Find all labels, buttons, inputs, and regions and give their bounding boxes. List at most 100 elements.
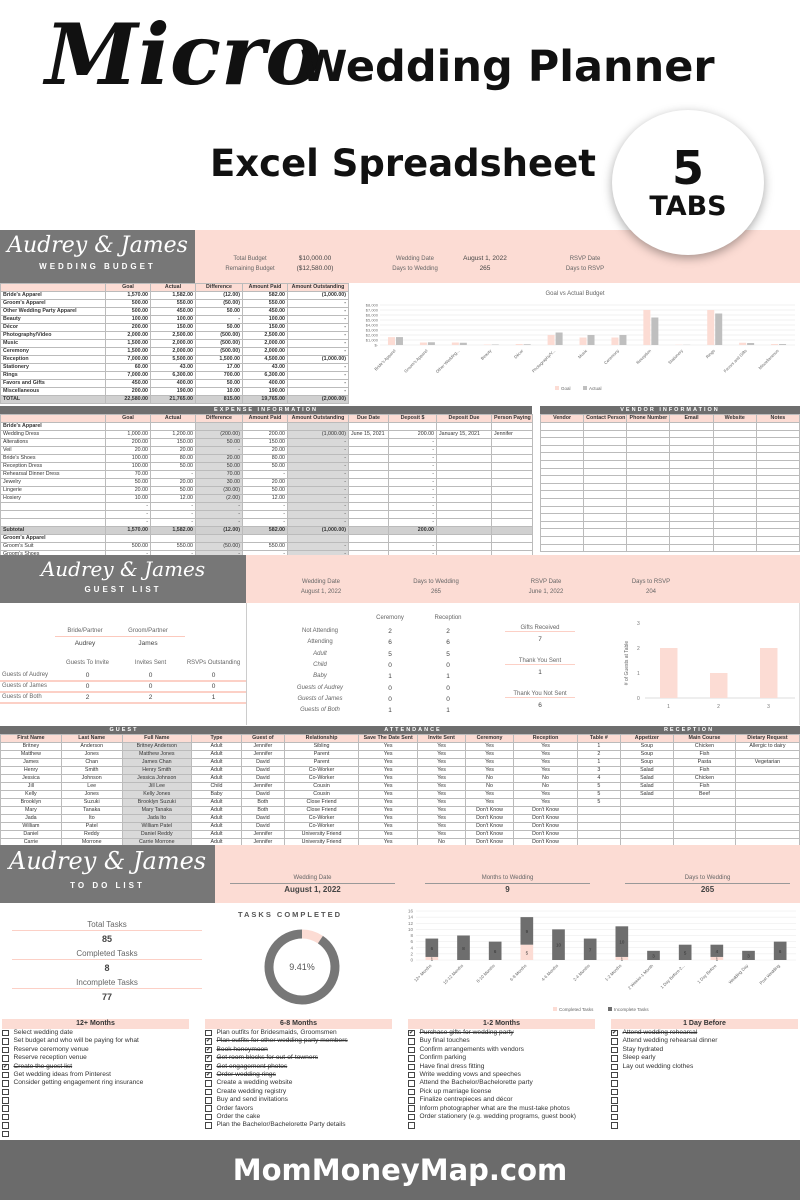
cell[interactable] xyxy=(755,422,800,431)
cell[interactable] xyxy=(669,505,714,515)
cell[interactable] xyxy=(583,543,628,553)
cell[interactable] xyxy=(712,482,757,492)
checkbox[interactable] xyxy=(408,1080,415,1087)
checkbox[interactable] xyxy=(2,1071,9,1079)
cell[interactable] xyxy=(712,437,757,446)
cell[interactable] xyxy=(669,475,714,484)
cell[interactable] xyxy=(626,422,671,431)
cell[interactable] xyxy=(539,437,585,446)
checkbox[interactable] xyxy=(408,1071,415,1079)
cell[interactable] xyxy=(755,543,800,553)
column-header[interactable]: Reception xyxy=(513,734,579,743)
cell[interactable] xyxy=(755,475,800,484)
cell[interactable] xyxy=(583,520,628,530)
cell[interactable] xyxy=(539,528,585,537)
cell[interactable] xyxy=(539,543,585,553)
column-header[interactable]: Main Course xyxy=(673,734,736,743)
column-header[interactable]: Invite Sent xyxy=(417,734,467,743)
cell[interactable] xyxy=(669,459,714,469)
cell[interactable] xyxy=(755,513,800,522)
cell[interactable] xyxy=(583,505,628,515)
cell[interactable] xyxy=(539,497,585,507)
cell[interactable] xyxy=(755,437,800,446)
column-header[interactable]: Full Name xyxy=(121,734,192,743)
column-header[interactable]: Guest of xyxy=(241,734,285,743)
checkbox[interactable] xyxy=(611,1071,618,1079)
cell[interactable] xyxy=(712,444,757,454)
cell[interactable] xyxy=(626,520,671,530)
cell[interactable] xyxy=(712,520,757,530)
checkbox[interactable] xyxy=(408,1063,415,1070)
cell[interactable] xyxy=(712,528,757,537)
checkbox[interactable] xyxy=(2,1105,9,1112)
cell[interactable] xyxy=(539,535,585,545)
cell[interactable] xyxy=(712,505,757,515)
column-header[interactable]: Relationship xyxy=(283,734,360,743)
cell[interactable] xyxy=(583,429,628,439)
cell[interactable] xyxy=(669,467,714,477)
cell[interactable] xyxy=(669,497,714,507)
cell[interactable] xyxy=(626,444,671,454)
cell[interactable] xyxy=(583,482,628,492)
cell[interactable] xyxy=(539,422,585,431)
cell[interactable] xyxy=(626,528,671,537)
cell[interactable] xyxy=(539,482,585,492)
checkbox[interactable] xyxy=(611,1088,618,1096)
cell[interactable] xyxy=(755,505,800,515)
checkbox[interactable] xyxy=(2,1080,9,1087)
checkbox[interactable] xyxy=(611,1097,618,1104)
cell[interactable] xyxy=(539,505,585,515)
cell[interactable] xyxy=(583,513,628,522)
cell[interactable] xyxy=(626,535,671,545)
checked-checkbox[interactable]: ✔ xyxy=(205,1038,212,1045)
checkbox[interactable] xyxy=(2,1055,9,1062)
column-header[interactable]: Table # xyxy=(577,734,621,743)
cell[interactable] xyxy=(669,482,714,492)
checkbox[interactable] xyxy=(408,1097,415,1104)
cell[interactable] xyxy=(712,543,757,553)
cell[interactable] xyxy=(712,513,757,522)
cell[interactable] xyxy=(583,467,628,477)
cell[interactable] xyxy=(626,467,671,477)
cell[interactable] xyxy=(583,528,628,537)
cell[interactable] xyxy=(669,543,714,553)
checkbox[interactable] xyxy=(611,1038,618,1045)
cell[interactable] xyxy=(755,482,800,492)
cell[interactable] xyxy=(583,459,628,469)
checkbox[interactable] xyxy=(205,1105,212,1112)
checked-checkbox[interactable]: ✔ xyxy=(408,1029,415,1037)
cell[interactable] xyxy=(712,429,757,439)
checkbox[interactable] xyxy=(611,1055,618,1062)
checkbox[interactable] xyxy=(408,1088,415,1096)
cell[interactable] xyxy=(755,528,800,537)
cell[interactable] xyxy=(626,475,671,484)
cell[interactable] xyxy=(712,475,757,484)
cell[interactable] xyxy=(583,437,628,446)
checkbox[interactable] xyxy=(2,1113,9,1121)
cell[interactable] xyxy=(669,513,714,522)
checkbox[interactable] xyxy=(611,1063,618,1070)
cell[interactable] xyxy=(626,429,671,439)
checkbox[interactable] xyxy=(408,1113,415,1121)
cell[interactable] xyxy=(539,452,585,461)
cell[interactable] xyxy=(626,497,671,507)
checkbox[interactable] xyxy=(408,1105,415,1112)
column-header[interactable]: Type xyxy=(190,734,243,743)
cell[interactable] xyxy=(626,543,671,553)
cell[interactable] xyxy=(626,452,671,461)
checkbox[interactable] xyxy=(205,1029,212,1037)
cell[interactable] xyxy=(626,459,671,469)
column-header[interactable]: Save The Date Sent xyxy=(358,734,419,743)
cell[interactable] xyxy=(539,444,585,454)
cell[interactable] xyxy=(669,528,714,537)
checkbox[interactable] xyxy=(2,1130,9,1138)
cell[interactable] xyxy=(669,535,714,545)
checked-checkbox[interactable]: ✔ xyxy=(205,1071,212,1079)
cell[interactable] xyxy=(712,459,757,469)
column-header[interactable]: Appetizer xyxy=(619,734,675,743)
checkbox[interactable] xyxy=(2,1029,9,1037)
cell[interactable] xyxy=(626,513,671,522)
checkbox[interactable] xyxy=(408,1055,415,1062)
checkbox[interactable] xyxy=(408,1046,415,1054)
checkbox[interactable] xyxy=(611,1046,618,1054)
